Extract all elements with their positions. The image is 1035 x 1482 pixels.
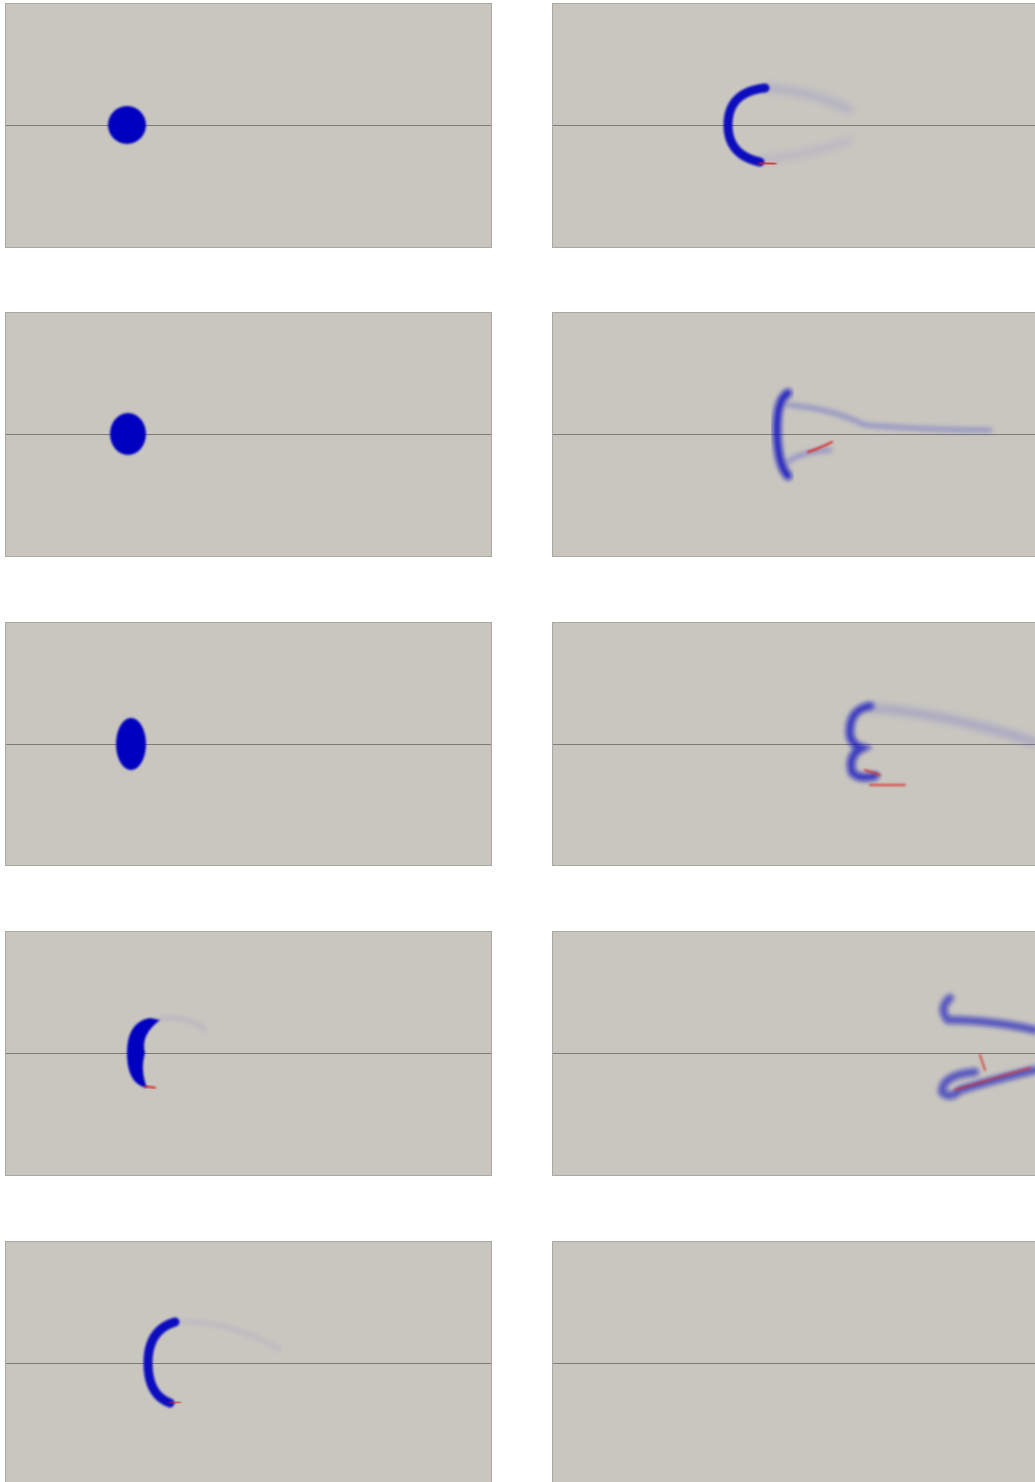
- panel-right-5: [552, 1241, 1035, 1482]
- panel-left-5: [5, 1241, 492, 1482]
- droplet: [127, 1018, 160, 1088]
- vortex-red: [864, 769, 906, 786]
- droplet: [143, 1317, 180, 1408]
- wake: [762, 85, 853, 113]
- droplet: [116, 718, 146, 770]
- panel-left-4: [5, 931, 492, 1176]
- wake: [156, 1016, 207, 1032]
- panel-left-1: [5, 3, 492, 248]
- wake: [757, 137, 853, 163]
- wake: [785, 402, 993, 433]
- droplet: [108, 106, 146, 144]
- panel-bg: [552, 1241, 1035, 1482]
- panel-left-2: [5, 312, 492, 557]
- droplet: [110, 413, 146, 455]
- panel-right-3: [552, 622, 1035, 866]
- vortex-red: [807, 441, 833, 453]
- vortex: [772, 389, 792, 480]
- panel-right-4: [552, 931, 1035, 1176]
- vortex: [939, 994, 1035, 1034]
- vortex-red: [954, 1054, 1031, 1091]
- vortex: [723, 83, 770, 167]
- vortex: [845, 702, 879, 782]
- panel-bg: [5, 1241, 492, 1482]
- panel-right-2: [552, 312, 1035, 557]
- panel-left-3: [5, 622, 492, 866]
- wake: [867, 705, 1035, 745]
- vortex: [937, 1066, 1035, 1100]
- wake: [176, 1320, 282, 1352]
- vortex-red: [169, 1401, 181, 1404]
- panel-right-1: [552, 3, 1035, 248]
- vortex-red: [758, 161, 777, 166]
- vortex-red: [144, 1085, 156, 1089]
- wake: [785, 447, 833, 465]
